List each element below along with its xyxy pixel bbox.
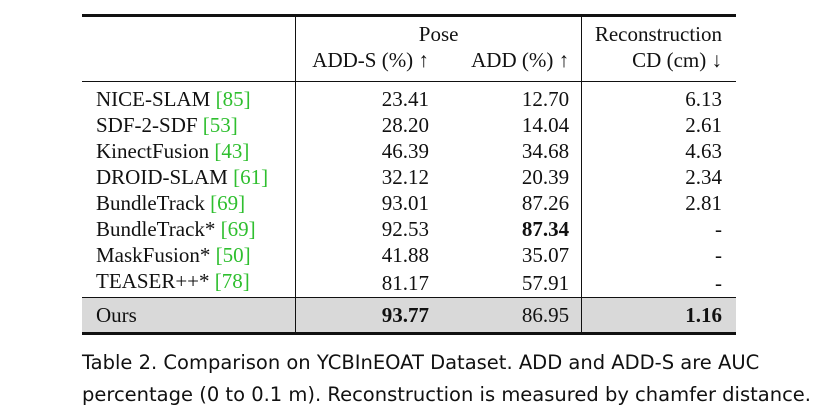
header-adds: ADD-S (%) ↑ — [312, 48, 429, 72]
citation-link[interactable]: [85] — [215, 87, 251, 111]
adds-cell: 32.12 — [381, 165, 429, 189]
method-name: MaskFusion* — [96, 243, 211, 267]
header-empty-cell — [82, 15, 297, 47]
method-name: SDF-2-SDF — [96, 113, 198, 137]
method-name: KinectFusion — [96, 139, 210, 163]
method-cell: MaskFusion* [50] — [82, 242, 297, 268]
cd-cell-best: 1.16 — [581, 297, 736, 334]
method-name: NICE-SLAM — [96, 87, 211, 111]
method-name: Ours — [96, 303, 137, 327]
cd-cell: 2.34 — [685, 165, 722, 189]
method-cell: KinectFusion [43] — [82, 138, 297, 164]
method-cell: BundleTrack [69] — [82, 190, 297, 216]
table-row: BundleTrack* [69] 92.53 87.34 - — [82, 216, 736, 242]
table-row: NICE-SLAM [85] 23.41 12.70 6.13 — [82, 81, 736, 112]
method-cell: BundleTrack* [69] — [82, 216, 297, 242]
add-cell: 57.91 — [440, 268, 583, 298]
adds-cell: 92.53 — [381, 217, 429, 241]
header-cd: CD (cm) ↓ — [632, 48, 722, 72]
table-row: TEASER++* [78] 81.17 57.91 - — [82, 268, 736, 298]
add-cell: 87.26 — [440, 190, 583, 216]
cd-cell: 2.61 — [685, 113, 722, 137]
table-row: BundleTrack [69] 93.01 87.26 2.81 — [82, 190, 736, 216]
method-name: TEASER++* — [96, 269, 210, 293]
cd-cell: - — [715, 243, 722, 267]
adds-cell: 46.39 — [381, 139, 429, 163]
add-cell: 34.68 — [440, 138, 583, 164]
add-cell: 12.70 — [440, 81, 583, 112]
add-cell: 35.07 — [440, 242, 583, 268]
header-row-columns: ADD-S (%) ↑ ADD (%) ↑ CD (cm) ↓ — [82, 47, 736, 82]
add-cell: 14.04 — [440, 112, 583, 138]
caption-line: Table 2. Comparison on YCBInEOAT Dataset… — [82, 351, 760, 374]
add-cell: 86.95 — [440, 297, 583, 334]
citation-link[interactable]: [50] — [215, 243, 251, 267]
method-cell: DROID-SLAM [61] — [82, 164, 297, 190]
header-row-groups: Pose Reconstruction — [82, 15, 736, 47]
citation-link[interactable]: [43] — [214, 139, 250, 163]
method-cell: NICE-SLAM [85] — [82, 81, 297, 112]
adds-cell: 28.20 — [381, 113, 429, 137]
table-row-ours: Ours 93.77 86.95 1.16 — [82, 297, 736, 334]
caption-line: percentage (0 to 0.1 m). Reconstruction … — [82, 383, 811, 406]
table-row: DROID-SLAM [61] 32.12 20.39 2.34 — [82, 164, 736, 190]
citation-link[interactable]: [61] — [233, 165, 269, 189]
cd-cell: 6.13 — [581, 81, 736, 112]
cd-cell: 4.63 — [685, 139, 722, 163]
adds-cell: 23.41 — [295, 81, 441, 112]
header-method-cell — [82, 47, 297, 82]
citation-link[interactable]: [69] — [220, 217, 256, 241]
method-cell: Ours — [82, 297, 297, 334]
adds-cell: 81.17 — [381, 270, 429, 295]
method-name: BundleTrack* — [96, 217, 216, 241]
add-cell-best: 87.34 — [440, 216, 583, 242]
cd-cell: 2.81 — [685, 191, 722, 215]
header-reconstruction: Reconstruction — [594, 22, 722, 46]
adds-cell: 93.01 — [381, 191, 429, 215]
table-row: KinectFusion [43] 46.39 34.68 4.63 — [82, 138, 736, 164]
table-caption: Table 2. Comparison on YCBInEOAT Dataset… — [82, 347, 812, 411]
citation-link[interactable]: [78] — [214, 269, 250, 293]
method-cell: SDF-2-SDF [53] — [82, 112, 297, 138]
header-add: ADD (%) ↑ — [440, 47, 583, 82]
method-name: DROID-SLAM — [96, 165, 228, 189]
citation-link[interactable]: [69] — [210, 191, 246, 215]
table-row: MaskFusion* [50] 41.88 35.07 - — [82, 242, 736, 268]
cd-cell: - — [715, 217, 722, 241]
cd-cell: - — [715, 270, 722, 295]
comparison-table: Pose Reconstruction ADD-S (%) ↑ ADD (%) … — [82, 14, 736, 335]
comparison-table-container: Pose Reconstruction ADD-S (%) ↑ ADD (%) … — [82, 14, 736, 335]
table-row: SDF-2-SDF [53] 28.20 14.04 2.61 — [82, 112, 736, 138]
method-cell: TEASER++* [78] — [82, 268, 297, 298]
add-cell: 20.39 — [440, 164, 583, 190]
method-name: BundleTrack — [96, 191, 205, 215]
adds-cell-best: 93.77 — [295, 297, 441, 334]
citation-link[interactable]: [53] — [202, 113, 238, 137]
header-pose: Pose — [295, 15, 583, 47]
adds-cell: 41.88 — [381, 243, 429, 267]
